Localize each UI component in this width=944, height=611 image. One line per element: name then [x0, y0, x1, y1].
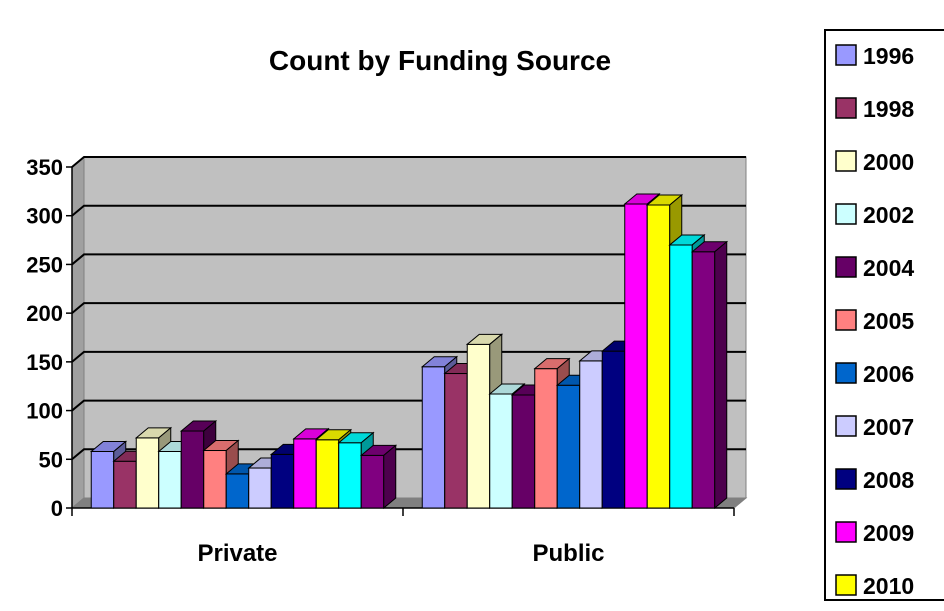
- legend-swatch: [836, 98, 856, 118]
- legend-entry-2008: 2008: [836, 467, 914, 493]
- legend-swatch: [836, 469, 856, 489]
- bar-front: [339, 443, 362, 508]
- y-tick-label: 100: [26, 399, 63, 424]
- legend-entry-2000: 2000: [836, 149, 914, 175]
- bar-front: [647, 205, 670, 508]
- bar-front: [294, 439, 317, 508]
- legend-label: 2009: [863, 520, 914, 546]
- bar-side: [715, 242, 727, 508]
- legend-swatch: [836, 310, 856, 330]
- legend-label: 2006: [863, 361, 914, 387]
- legend-entry-2006: 2006: [836, 361, 914, 387]
- legend-label: 2000: [863, 149, 914, 175]
- bar-front: [316, 440, 339, 508]
- legend-swatch: [836, 204, 856, 224]
- bar-front: [204, 451, 227, 508]
- legend-swatch: [836, 416, 856, 436]
- x-category-label: Private: [197, 540, 277, 567]
- y-tick-label: 50: [39, 447, 63, 472]
- legend-entry-2005: 2005: [836, 308, 914, 334]
- bar-front: [361, 455, 384, 508]
- y-tick-label: 200: [26, 301, 63, 326]
- bar-front: [226, 474, 249, 508]
- legend: 1996 1998 2000 2002 2004 2005 2006 2007 2008 2009…: [825, 30, 944, 600]
- legend-label: 2008: [863, 467, 914, 493]
- bar-front: [535, 369, 558, 508]
- legend-swatch: [836, 363, 856, 383]
- bar-front: [467, 344, 490, 508]
- legend-swatch: [836, 45, 856, 65]
- legend-entry-1996: 1996: [836, 43, 914, 69]
- bar-side: [384, 445, 396, 508]
- x-category-label: Public: [532, 540, 604, 567]
- legend-label: 2010: [863, 573, 914, 599]
- y-tick-label: 350: [26, 155, 63, 180]
- legend-label: 2004: [863, 255, 914, 281]
- y-tick-label: 150: [26, 350, 63, 375]
- bar-front: [181, 431, 204, 508]
- bar-front: [512, 395, 535, 508]
- bar-front: [271, 454, 294, 508]
- chart-title: Count by Funding Source: [269, 45, 611, 76]
- bar-front: [91, 451, 114, 508]
- bar-front: [422, 367, 445, 508]
- y-tick-label: 0: [51, 496, 63, 521]
- bar-front: [490, 394, 513, 508]
- legend-entry-2010: 2010: [836, 573, 914, 599]
- legend-label: 2005: [863, 308, 914, 334]
- bar-front: [692, 252, 715, 508]
- bar-front: [445, 374, 468, 508]
- legend-swatch: [836, 151, 856, 171]
- legend-swatch: [836, 575, 856, 595]
- bar-front: [159, 451, 182, 508]
- legend-label: 2007: [863, 414, 914, 440]
- legend-label: 2002: [863, 202, 914, 228]
- plot-area: 0 50 100 150 200 250 300 350 Private Public: [26, 155, 746, 567]
- legend-label: 1998: [863, 96, 914, 122]
- y-tick-label: 250: [26, 252, 63, 277]
- legend-entry-2009: 2009: [836, 520, 914, 546]
- bar-front: [602, 351, 625, 508]
- bar-front: [114, 461, 137, 508]
- legend-entry-1998: 1998: [836, 96, 914, 122]
- bar-front: [580, 361, 603, 508]
- legend-label: 1996: [863, 43, 914, 69]
- bar-front: [249, 468, 272, 508]
- y-tick-label: 300: [26, 204, 63, 229]
- bar-front: [625, 204, 648, 508]
- legend-swatch: [836, 522, 856, 542]
- bar-public-2012: [692, 242, 727, 508]
- legend-swatch: [836, 257, 856, 277]
- legend-entry-2004: 2004: [836, 255, 914, 281]
- bar-front: [557, 385, 580, 508]
- legend-entry-2002: 2002: [836, 202, 914, 228]
- legend-entry-2007: 2007: [836, 414, 914, 440]
- bar-front: [670, 245, 693, 508]
- bar-front: [136, 438, 159, 508]
- bar-private-2012: [361, 445, 396, 508]
